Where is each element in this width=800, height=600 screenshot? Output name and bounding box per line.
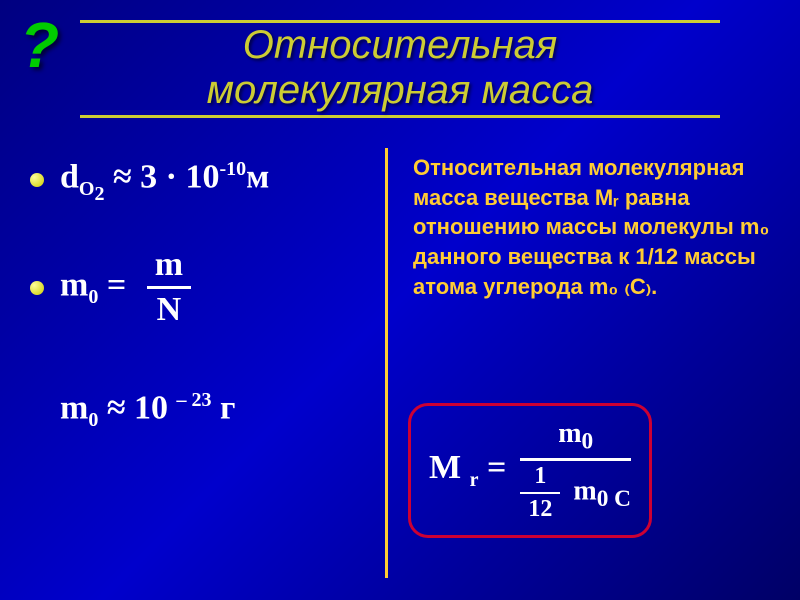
definition-text: Относительная молекулярная масса веществ…	[413, 153, 773, 301]
bullet-icon	[30, 173, 44, 187]
eq3-var: m	[60, 389, 88, 426]
column-divider	[385, 148, 388, 578]
mr-num-sub: 0	[582, 429, 594, 455]
mr-denominator: 1 12 m0 C	[520, 461, 631, 523]
eq3-sub: 0	[88, 409, 98, 431]
mr-eq: =	[478, 449, 506, 486]
title-line-2: молекулярная масса	[0, 68, 800, 113]
content-area: dO2 ≈ 3 · 10-10м m0 = m N m0 ≈ 10 – 23 г…	[0, 148, 800, 578]
mr-den-sub: 0 C	[597, 486, 631, 512]
formula-diameter: dO2 ≈ 3 · 10-10м	[30, 158, 380, 206]
left-column: dO2 ≈ 3 · 10-10м m0 = m N m0 ≈ 10 – 23 г	[0, 148, 380, 578]
mr-symbol: M	[429, 449, 470, 486]
eq3-unit: г	[212, 389, 236, 426]
eq1-sub: O	[79, 178, 95, 200]
eq1-subsub: 2	[94, 183, 104, 205]
mr-inner-frac: 1 12	[520, 463, 560, 523]
right-column: Относительная молекулярная масса веществ…	[393, 148, 793, 578]
eq1-var: d	[60, 158, 79, 195]
eq1-unit: м	[246, 158, 269, 195]
formula-mass-per-molecule: m0 = m N	[30, 246, 380, 329]
formula-mass-value: m0 ≈ 10 – 23 г	[30, 389, 380, 432]
eq3-exp: – 23	[177, 389, 212, 411]
inner-den: 12	[520, 496, 560, 523]
eq3-approx: ≈ 10	[98, 389, 176, 426]
mr-numerator: m0	[520, 418, 631, 458]
mr-formula-box: M r = m0 1 12 m0 C	[408, 403, 652, 538]
eq2-sub: 0	[88, 286, 98, 308]
eq2-var: m	[60, 266, 88, 303]
eq2-denominator: N	[147, 291, 191, 329]
eq2-eq: =	[98, 266, 134, 303]
title-line-1: Относительная	[0, 23, 800, 68]
eq1-exp: -10	[219, 158, 246, 180]
mr-den-m: m	[573, 475, 596, 506]
mr-left-side: M r =	[429, 449, 506, 492]
inner-num: 1	[520, 463, 560, 490]
eq1-approx: ≈ 3 · 10	[104, 158, 219, 195]
question-mark-icon: ?	[20, 8, 59, 82]
slide-title: Относительная молекулярная масса	[0, 0, 800, 118]
mr-num-m: m	[558, 418, 581, 449]
eq2-fraction: m N	[147, 246, 191, 329]
eq2-numerator: m	[147, 246, 191, 284]
bullet-icon	[30, 281, 44, 295]
mr-fraction: m0 1 12 m0 C	[520, 418, 631, 523]
